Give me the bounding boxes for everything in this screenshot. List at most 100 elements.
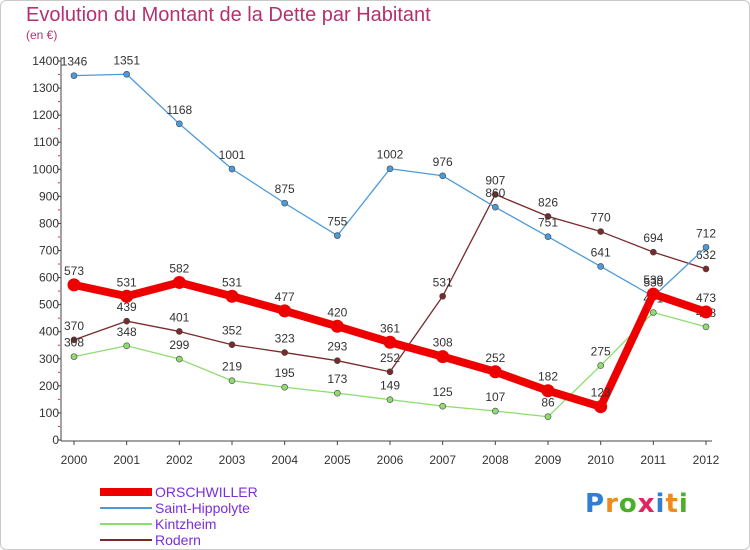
data-point-rodern xyxy=(386,368,394,376)
data-point-rodern xyxy=(702,265,710,273)
data-point-saint-hippolyte xyxy=(334,232,341,239)
data-point-orschwiller xyxy=(594,400,608,414)
logo-letter: o xyxy=(618,489,638,519)
data-point-kintzheim xyxy=(334,389,341,397)
data-point-saint-hippolyte xyxy=(123,70,130,78)
y-tick-label: 100 xyxy=(39,406,59,420)
y-tick-label: 1100 xyxy=(33,135,59,149)
x-tick-label: 2012 xyxy=(693,453,720,467)
data-point-kintzheim xyxy=(597,362,604,369)
data-point-kintzheim xyxy=(70,353,78,360)
y-tick-label: 600 xyxy=(39,271,59,285)
legend-label-orschwiller: ORSCHWILLER xyxy=(155,484,258,500)
y-tick-label: 1400 xyxy=(32,54,59,68)
data-point-rodern xyxy=(650,248,657,256)
y-tick-label: 0 xyxy=(52,433,59,447)
x-tick-label: 2005 xyxy=(324,453,351,467)
data-label-saint-hippolyte: 1346 xyxy=(61,55,88,69)
data-point-saint-hippolyte xyxy=(228,165,236,173)
data-label-kintzheim: 125 xyxy=(433,385,453,399)
data-label-rodern: 826 xyxy=(538,195,558,209)
data-point-rodern xyxy=(176,328,183,335)
chart-unit: (en €) xyxy=(26,28,58,42)
data-point-kintzheim xyxy=(702,323,710,331)
data-point-kintzheim xyxy=(386,396,394,403)
data-label-kintzheim: 149 xyxy=(380,379,400,393)
data-point-orschwiller xyxy=(278,304,292,318)
y-tick-label: 700 xyxy=(39,244,59,258)
data-label-orschwiller: 539 xyxy=(643,273,663,287)
data-point-kintzheim xyxy=(439,402,446,410)
legend-label-kintzheim: Kintzheim xyxy=(155,516,217,532)
data-label-rodern: 252 xyxy=(380,351,400,365)
data-label-rodern: 770 xyxy=(591,211,611,225)
line-chart: 0 100 200 300 400 500 600 700 800 900 1000 1100 1200… xyxy=(32,53,720,467)
data-label-rodern: 323 xyxy=(275,332,295,346)
x-tick-label: 2011 xyxy=(640,453,666,467)
data-point-saint-hippolyte xyxy=(702,243,710,251)
data-label-rodern: 293 xyxy=(327,340,347,354)
logo-letter: r xyxy=(605,489,619,519)
legend-label-rodern: Rodern xyxy=(155,532,201,548)
data-point-kintzheim xyxy=(281,383,288,391)
data-label-saint-hippolyte: 755 xyxy=(327,215,347,229)
legend-swatch-saint-hippolyte xyxy=(100,507,152,509)
data-point-orschwiller xyxy=(330,319,344,333)
proxiti-logo: Proxiti xyxy=(585,489,689,519)
data-label-kintzheim: 173 xyxy=(327,372,347,386)
data-label-kintzheim: 195 xyxy=(275,366,295,380)
data-point-saint-hippolyte xyxy=(597,263,604,270)
y-tick-label: 400 xyxy=(39,325,59,339)
data-label-saint-hippolyte: 1351 xyxy=(113,53,140,67)
data-label-kintzheim: 86 xyxy=(541,396,555,410)
data-label-orschwiller: 252 xyxy=(485,351,505,365)
y-tick-label: 1000 xyxy=(32,162,59,176)
data-label-saint-hippolyte: 860 xyxy=(485,186,505,200)
data-point-kintzheim xyxy=(123,342,130,350)
data-label-kintzheim: 275 xyxy=(591,345,611,359)
y-tick-label: 500 xyxy=(39,298,59,312)
data-label-rodern: 907 xyxy=(485,173,505,187)
data-point-kintzheim xyxy=(492,407,499,415)
data-label-saint-hippolyte: 1168 xyxy=(166,103,192,117)
data-label-orschwiller: 531 xyxy=(222,275,242,289)
data-label-orschwiller: 123 xyxy=(591,386,611,400)
data-label-rodern: 401 xyxy=(169,310,189,324)
data-label-orschwiller: 361 xyxy=(380,321,400,335)
x-tick-label: 2009 xyxy=(535,453,562,467)
data-label-orschwiller: 308 xyxy=(433,336,453,350)
data-point-saint-hippolyte xyxy=(544,233,552,240)
data-label-orschwiller: 582 xyxy=(169,261,189,275)
data-point-rodern xyxy=(123,317,130,325)
legend-swatch-orschwiller xyxy=(100,488,152,496)
data-point-rodern xyxy=(492,191,499,198)
data-point-orschwiller xyxy=(436,350,450,364)
data-point-kintzheim xyxy=(544,413,552,421)
logo-letter: i xyxy=(655,489,666,519)
y-tick-label: 200 xyxy=(39,379,59,393)
data-label-orschwiller: 473 xyxy=(696,291,716,305)
data-point-orschwiller xyxy=(541,384,555,398)
data-point-rodern xyxy=(70,336,78,344)
logo-letter: x xyxy=(637,489,656,519)
data-point-orschwiller xyxy=(646,287,660,301)
data-label-kintzheim: 348 xyxy=(117,325,137,339)
data-point-orschwiller xyxy=(699,305,713,319)
data-point-orschwiller xyxy=(488,365,502,379)
data-label-kintzheim: 219 xyxy=(222,360,242,374)
x-tick-label: 2002 xyxy=(166,453,193,467)
data-point-orschwiller xyxy=(383,335,397,349)
data-point-rodern xyxy=(281,349,288,356)
legend-label-saint-hippolyte: Saint-Hippolyte xyxy=(155,500,250,516)
data-point-orschwiller xyxy=(225,289,239,303)
data-label-saint-hippolyte: 1002 xyxy=(377,148,404,162)
data-label-rodern: 694 xyxy=(643,231,663,245)
legend-swatch-kintzheim xyxy=(100,523,152,525)
data-label-rodern: 439 xyxy=(117,300,137,314)
x-tick-label: 2010 xyxy=(587,453,614,467)
data-point-orschwiller xyxy=(172,275,186,289)
x-tick-label: 2004 xyxy=(271,453,298,467)
data-label-saint-hippolyte: 976 xyxy=(433,155,453,169)
data-label-saint-hippolyte: 875 xyxy=(275,182,295,196)
x-tick-label: 2007 xyxy=(429,453,456,467)
